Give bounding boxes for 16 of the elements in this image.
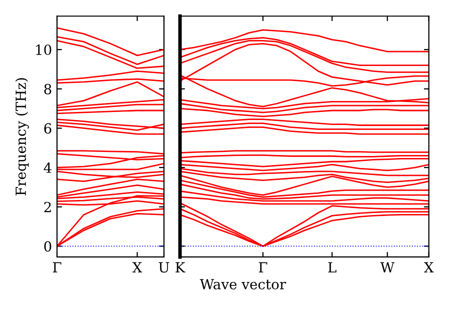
x-tick-label: W xyxy=(380,262,394,272)
y-tick-label: 0 xyxy=(44,241,52,252)
x-tick-label: K xyxy=(176,262,186,272)
x-tick-label: Γ xyxy=(258,262,268,272)
x-tick-label: X xyxy=(424,262,434,272)
y-tick-label: 4 xyxy=(44,162,52,173)
y-tick-label: 6 xyxy=(44,123,52,134)
x-axis-title: Wave vector xyxy=(200,279,286,290)
x-tick-label: Γ xyxy=(52,262,62,272)
y-tick-label: 2 xyxy=(44,202,51,212)
x-tick-label: X xyxy=(132,262,142,272)
y-tick-label: 10 xyxy=(36,44,52,56)
x-tick-label: L xyxy=(328,262,336,272)
y-tick-label: 8 xyxy=(44,84,52,94)
y-axis-title: Frequency (THz) xyxy=(15,78,29,196)
x-tick-label: U xyxy=(158,262,170,273)
